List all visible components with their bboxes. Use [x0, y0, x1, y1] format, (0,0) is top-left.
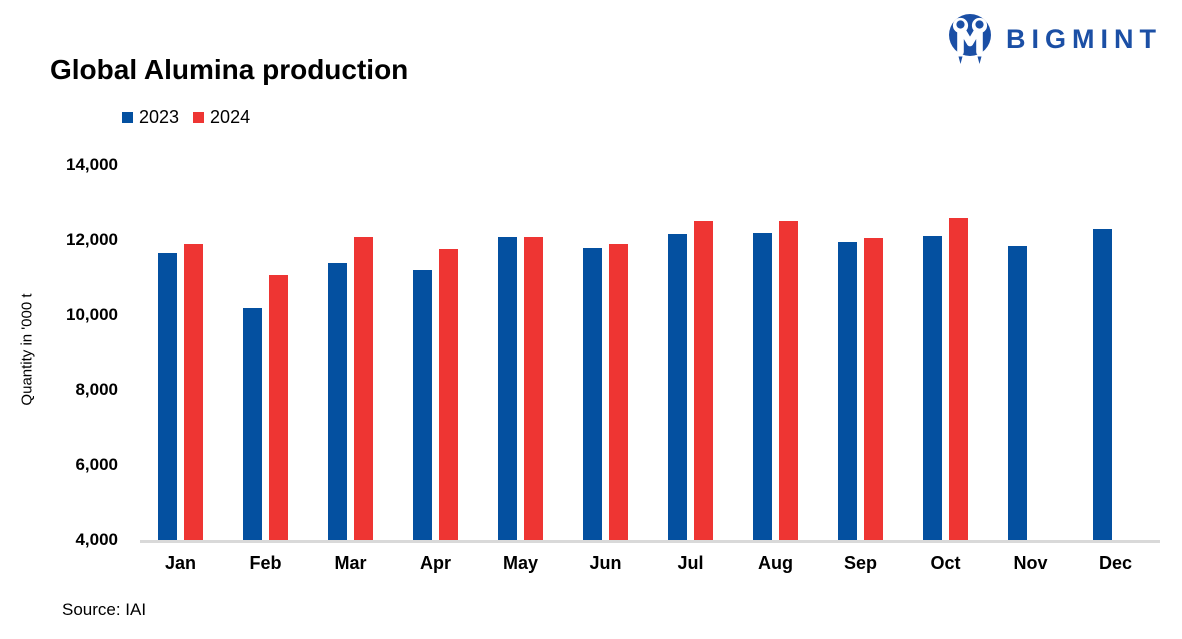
x-tick-May: May [502, 553, 538, 573]
bar-2023-Dec [1093, 228, 1112, 540]
legend-swatch-2024 [193, 112, 205, 123]
bar-2024-Mar [354, 237, 373, 540]
x-tick-Nov: Nov [1013, 553, 1048, 573]
bar-2024-Oct [949, 217, 968, 540]
bar-2024-Feb [269, 274, 288, 540]
x-tick-Feb: Feb [249, 553, 282, 573]
bar-2023-Nov [1008, 245, 1027, 540]
chart-title: Global Alumina production [50, 54, 409, 85]
bar-2023-Sep [838, 241, 857, 540]
brand-name: BIGMINT [1006, 23, 1162, 54]
x-tick-Jan: Jan [164, 553, 197, 573]
y-tick-12000: 12,000 [66, 230, 118, 249]
bar-2023-Oct [923, 236, 942, 540]
source-note: Source: IAI [62, 600, 147, 619]
bar-2024-Apr [439, 249, 458, 540]
legend: 2023 2024 [122, 107, 250, 128]
bar-2023-Apr [413, 270, 432, 540]
x-tick-Aug: Aug [758, 553, 793, 573]
bar-2023-Jan [158, 253, 177, 540]
brand-logo: BIGMINT [946, 12, 1162, 66]
bar-2024-Jan [184, 243, 203, 540]
bar-2023-May [498, 237, 517, 540]
y-tick-6000: 6,000 [75, 455, 118, 474]
y-tick-4000: 4,000 [75, 530, 118, 549]
bigmint-icon [949, 14, 991, 64]
legend-item-2024: 2024 [193, 107, 250, 128]
bar-2023-Jun [583, 247, 602, 540]
bar-2024-Jul [694, 221, 713, 540]
x-tick-Apr: Apr [420, 553, 451, 573]
bar-2023-Feb [243, 307, 262, 540]
y-axis-title: Quantity in '000 t [18, 293, 36, 406]
x-tick-Jul: Jul [677, 553, 704, 573]
x-tick-Dec: Dec [1098, 553, 1133, 573]
legend-label-2024: 2024 [210, 107, 251, 127]
legend-label-2023: 2023 [139, 107, 180, 127]
x-tick-Mar: Mar [334, 553, 367, 573]
plot-area [140, 165, 1160, 543]
bar-2024-Aug [779, 221, 798, 540]
y-tick-10000: 10,000 [66, 305, 118, 324]
y-axis-labels: 14,000 12,000 10,000 8,000 6,000 4,000 [40, 0, 118, 639]
y-tick-8000: 8,000 [75, 380, 118, 399]
legend-swatch-2023 [122, 112, 133, 123]
y-tick-14000: 14,000 [66, 155, 118, 174]
bar-2023-Jul [668, 234, 687, 540]
x-axis-labels: Jan Feb Mar Apr May Jun Jul Aug Sep Oct Nov Dec [140, 553, 1160, 579]
x-tick-Jun: Jun [589, 553, 622, 573]
bar-2024-Jun [609, 243, 628, 540]
bar-2024-Sep [864, 238, 883, 540]
x-tick-Sep: Sep [843, 553, 877, 573]
bar-2023-Mar [328, 262, 347, 540]
bar-2024-May [524, 237, 543, 540]
legend-item-2023: 2023 [122, 107, 179, 128]
x-tick-Oct: Oct [930, 553, 961, 573]
bar-2023-Aug [753, 232, 772, 540]
